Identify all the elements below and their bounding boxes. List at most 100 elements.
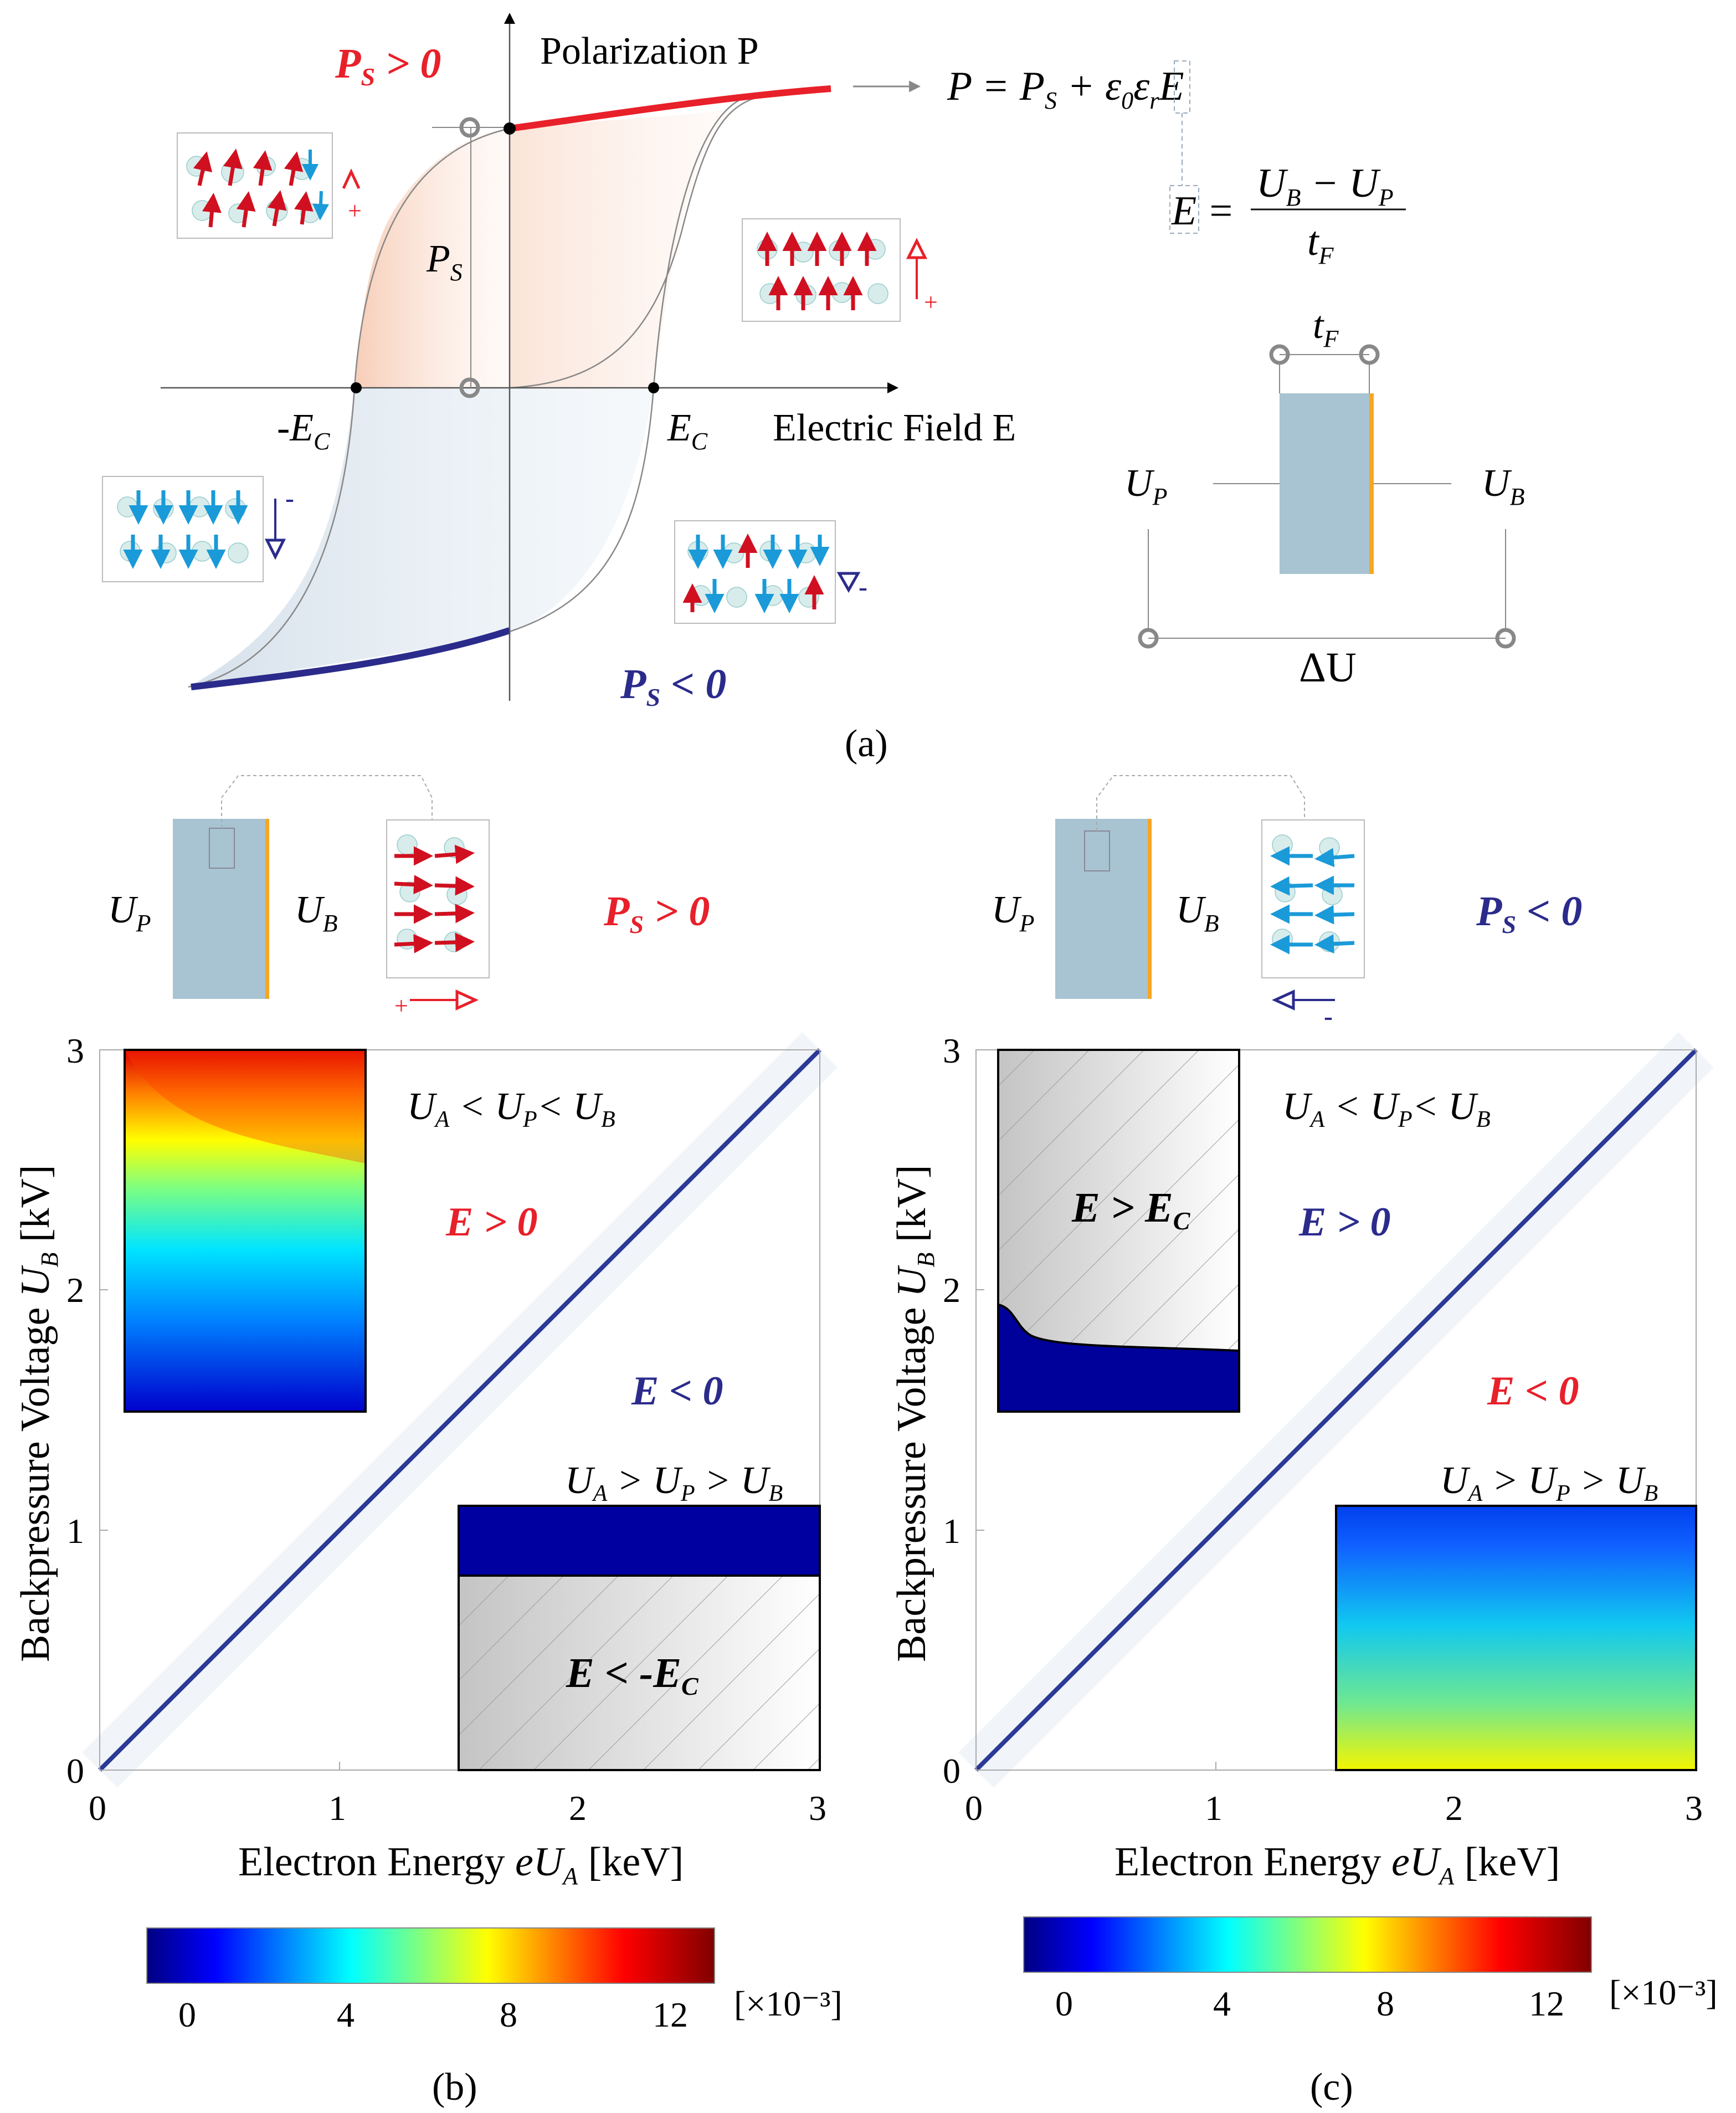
- cbar-tick-c-1: 4: [1213, 1984, 1231, 2023]
- remanence-point: [504, 122, 516, 135]
- caption-c: (c): [1310, 2066, 1353, 2109]
- domain-cartoon-top-left: [177, 132, 333, 239]
- ytick-b-2: 2: [66, 1270, 84, 1310]
- inset-jet-b: [125, 1050, 366, 1412]
- ytick-b-0: 0: [66, 1751, 84, 1791]
- ylabel-c: Backpressure Voltage UB [kV]: [889, 1165, 939, 1662]
- negative-saturation-curve: [191, 627, 511, 690]
- inset-navy-region-c: [998, 1305, 1239, 1412]
- film-b: [173, 819, 267, 999]
- domain-cartoon-c: [1261, 819, 1365, 978]
- colorbar-c: [1024, 1917, 1591, 1972]
- polarization-equation: P = PS + ε0εrE: [947, 64, 1184, 114]
- delta-u-label: ΔU: [1299, 644, 1357, 691]
- electrode: [1369, 393, 1374, 574]
- e-positive-b: E > 0: [445, 1199, 538, 1245]
- caption-b: (b): [432, 2066, 477, 2109]
- ps-negative-label: PS < 0: [620, 661, 726, 711]
- field-equation-lhs: E =: [1171, 188, 1235, 234]
- positive-saturation-curve: [509, 85, 831, 132]
- domain-cartoon-left: [102, 476, 264, 582]
- domain-cartoon-bottom: [674, 520, 836, 624]
- domain-cartoon-b: [386, 819, 490, 978]
- up-arrow-symbol: [342, 168, 361, 189]
- xlabel-b: Electron Energy eUA [keV]: [238, 1839, 684, 1890]
- electrode-b: [265, 819, 269, 999]
- ps-marker-bottom: [459, 377, 480, 398]
- xtick-b-3: 3: [809, 1788, 826, 1828]
- diagonal-line-c: [974, 1048, 1698, 1772]
- cbar-tick-b-1: 4: [337, 1995, 355, 2034]
- plus-sign-a1: +: [348, 197, 362, 224]
- neg-ec-label: -EC: [277, 407, 330, 455]
- loop-lower-branch: [188, 387, 356, 688]
- plot-b: E < -EC UA < UP< UB UA > UP > UB E > 0 E…: [82, 1032, 838, 1788]
- minus-sign-a2: -: [859, 572, 867, 602]
- ytick-c-1: 1: [943, 1511, 961, 1551]
- ytick-c-2: 2: [943, 1270, 961, 1310]
- down-arrow-symbol-bottom: [836, 572, 861, 593]
- lower-loop-fill: [188, 388, 654, 687]
- inset-navy-band-b: [459, 1506, 820, 1576]
- diagonal-line-b: [98, 1048, 821, 1772]
- cbar-tick-c-2: 8: [1377, 1984, 1394, 2023]
- xlabel-c: Electron Energy eUA [keV]: [1114, 1839, 1560, 1890]
- e-negative-c: E < 0: [1487, 1368, 1579, 1414]
- region-bottom-c: UA > UP > UB: [1440, 1459, 1658, 1506]
- xtick-c-2: 2: [1445, 1788, 1463, 1828]
- pos-ec-label: EC: [667, 407, 708, 455]
- colorbar-b: [147, 1928, 715, 1983]
- inset-label-b: E < -EC: [566, 1650, 699, 1700]
- ylabel-b: Backpressure Voltage UB [kV]: [13, 1165, 63, 1662]
- plus-sign-a2: +: [924, 289, 938, 316]
- up-label: UP: [1124, 462, 1167, 510]
- ytick-b-3: 3: [66, 1031, 84, 1070]
- cbar-tick-c-0: 0: [1055, 1984, 1073, 2023]
- ferroelectric-film: [1280, 393, 1369, 574]
- film-c: [1055, 819, 1149, 999]
- down-arrow-symbol-left: [264, 538, 286, 560]
- cbar-tick-c-3: 12: [1529, 1984, 1564, 2023]
- ytick-b-1: 1: [66, 1511, 84, 1551]
- caption-a: (a): [845, 722, 888, 765]
- ytick-c-3: 3: [943, 1031, 961, 1070]
- cbar-unit-c: [×10⁻³]: [1609, 1973, 1718, 2012]
- pos-coercive-point: [648, 382, 659, 393]
- e-positive-c: E > 0: [1298, 1199, 1391, 1245]
- ub-label-c: UB: [1176, 889, 1219, 937]
- axis-labels-b: 3 2 1 0 0 1 2 3: [66, 1031, 826, 1828]
- e-negative-b: E < 0: [631, 1368, 723, 1414]
- colorbar-ticks-b: 0 4 8 12 [×10⁻³]: [178, 1984, 843, 2034]
- domain-cartoon-right: [742, 218, 901, 322]
- up-label-c: UP: [992, 889, 1034, 937]
- ps-positive-label: PS > 0: [335, 40, 441, 91]
- ps-negative-label-c: PS < 0: [1476, 888, 1582, 938]
- cbar-unit-b: [×10⁻³]: [734, 1984, 843, 2023]
- xtick-b-0: 0: [89, 1788, 106, 1828]
- plot-c: E > EC UA < UP< UB UA > UP > UB E > 0 E …: [958, 1032, 1714, 1788]
- up-label-b: UP: [108, 889, 151, 937]
- upper-loop-fill-right: [510, 102, 759, 388]
- inset-gradient-c: [1336, 1506, 1696, 1770]
- ub-label-b: UB: [295, 889, 337, 937]
- right-arrow-symbol-b: [455, 989, 479, 1011]
- cbar-tick-b-3: 12: [653, 1995, 688, 2034]
- film-schematic: tF UP UB ΔU: [1124, 304, 1524, 691]
- xtick-c-3: 3: [1685, 1788, 1703, 1828]
- electrode-c: [1148, 819, 1152, 999]
- tf-label: tF: [1313, 304, 1339, 352]
- field-equation-denominator: tF: [1307, 219, 1334, 269]
- xtick-c-1: 1: [1205, 1788, 1223, 1828]
- minus-sign-c: -: [1324, 1002, 1333, 1031]
- ytick-c-0: 0: [943, 1751, 961, 1791]
- cbar-tick-b-0: 0: [178, 1995, 196, 2034]
- panel-c: UP UB - PS < 0: [889, 775, 1718, 2109]
- xtick-b-2: 2: [569, 1788, 587, 1828]
- minus-sign-a1: -: [285, 484, 294, 513]
- plus-sign-b: +: [394, 992, 408, 1019]
- xtick-b-1: 1: [328, 1788, 346, 1828]
- ub-label: UB: [1482, 462, 1524, 510]
- inset-label-c: E > EC: [1071, 1184, 1191, 1235]
- left-arrow-symbol-c: [1271, 989, 1295, 1011]
